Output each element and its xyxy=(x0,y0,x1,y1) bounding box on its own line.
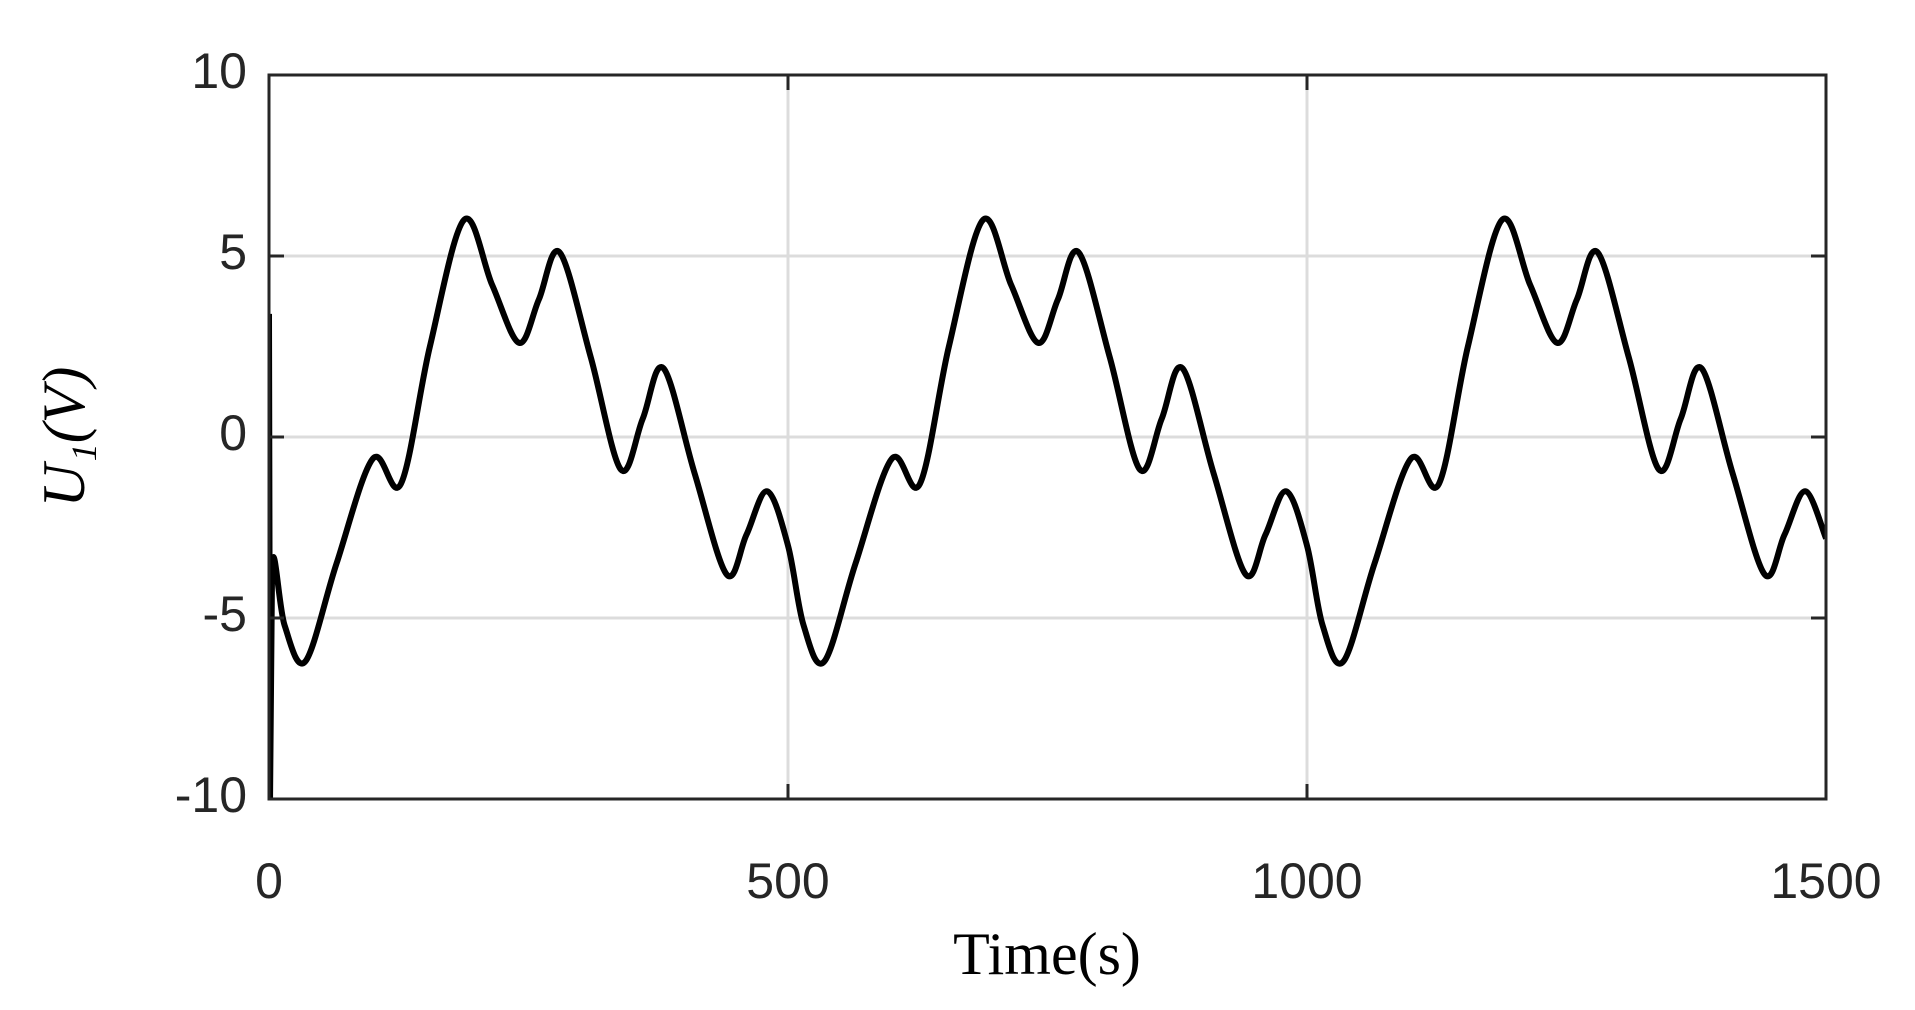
x-axis-label: Time(s) xyxy=(953,921,1141,987)
line-series xyxy=(269,215,1826,799)
y-axis-label: U₁(V) xyxy=(31,367,97,508)
x-tick-label: 1500 xyxy=(1770,853,1881,909)
y-tick-label: 0 xyxy=(219,405,247,461)
y-tick-label: -5 xyxy=(203,586,247,642)
y-tick-label: 10 xyxy=(191,43,247,99)
y-tick-label: 5 xyxy=(219,224,247,280)
x-tick-label: 500 xyxy=(746,853,829,909)
x-tick-label: 0 xyxy=(255,853,283,909)
x-tick-label: 1000 xyxy=(1251,853,1362,909)
y-tick-label: -10 xyxy=(175,767,247,823)
